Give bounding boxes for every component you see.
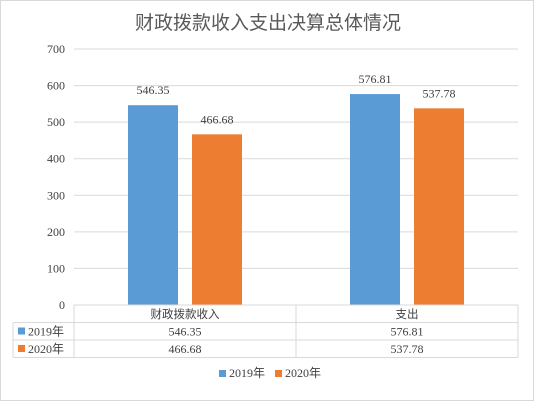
table-legend-key xyxy=(18,327,25,335)
bar xyxy=(414,108,464,305)
data-labels: 546.35 576.81 466.68 537.78 xyxy=(137,72,456,126)
y-tick-label: 300 xyxy=(47,188,65,202)
data-table: 财政拨款收入 支出 2019年 546.35 576.81 2020年 466.68 537.… xyxy=(12,304,519,358)
data-label: 537.78 xyxy=(423,86,456,100)
table-cell: 546.35 xyxy=(169,325,202,339)
data-label: 576.81 xyxy=(359,72,392,86)
category-label: 支出 xyxy=(396,307,419,321)
bar xyxy=(128,105,178,305)
y-tick-label: 500 xyxy=(47,115,65,129)
bar xyxy=(192,134,242,305)
table-series-name: 2019年 xyxy=(28,325,64,339)
bar xyxy=(350,94,400,306)
legend-label: 2020年 xyxy=(285,366,321,380)
y-axis: 0 100 200 300 400 500 600 700 xyxy=(47,42,65,312)
table-cell: 576.81 xyxy=(391,325,424,339)
table-legend-key xyxy=(18,345,25,352)
y-tick-label: 0 xyxy=(59,298,65,312)
chart-title: 财政拨款收入支出决算总体情况 xyxy=(135,12,401,34)
table-cell: 466.68 xyxy=(169,342,202,356)
legend-swatch xyxy=(219,370,226,377)
legend-label: 2019年 xyxy=(229,366,265,380)
y-tick-label: 100 xyxy=(47,261,65,275)
category-label: 财政拨款收入 xyxy=(151,307,220,321)
y-tick-label: 700 xyxy=(47,42,65,56)
legend: 2019年 2020年 xyxy=(219,366,321,380)
legend-swatch xyxy=(275,370,282,377)
data-label: 546.35 xyxy=(137,83,170,97)
table-cell: 537.78 xyxy=(391,342,424,356)
y-tick-label: 400 xyxy=(47,152,65,166)
table-series-name: 2020年 xyxy=(28,342,64,356)
y-tick-label: 200 xyxy=(47,225,65,239)
y-tick-label: 600 xyxy=(47,79,65,93)
bars xyxy=(128,94,464,306)
data-label: 466.68 xyxy=(201,112,234,126)
